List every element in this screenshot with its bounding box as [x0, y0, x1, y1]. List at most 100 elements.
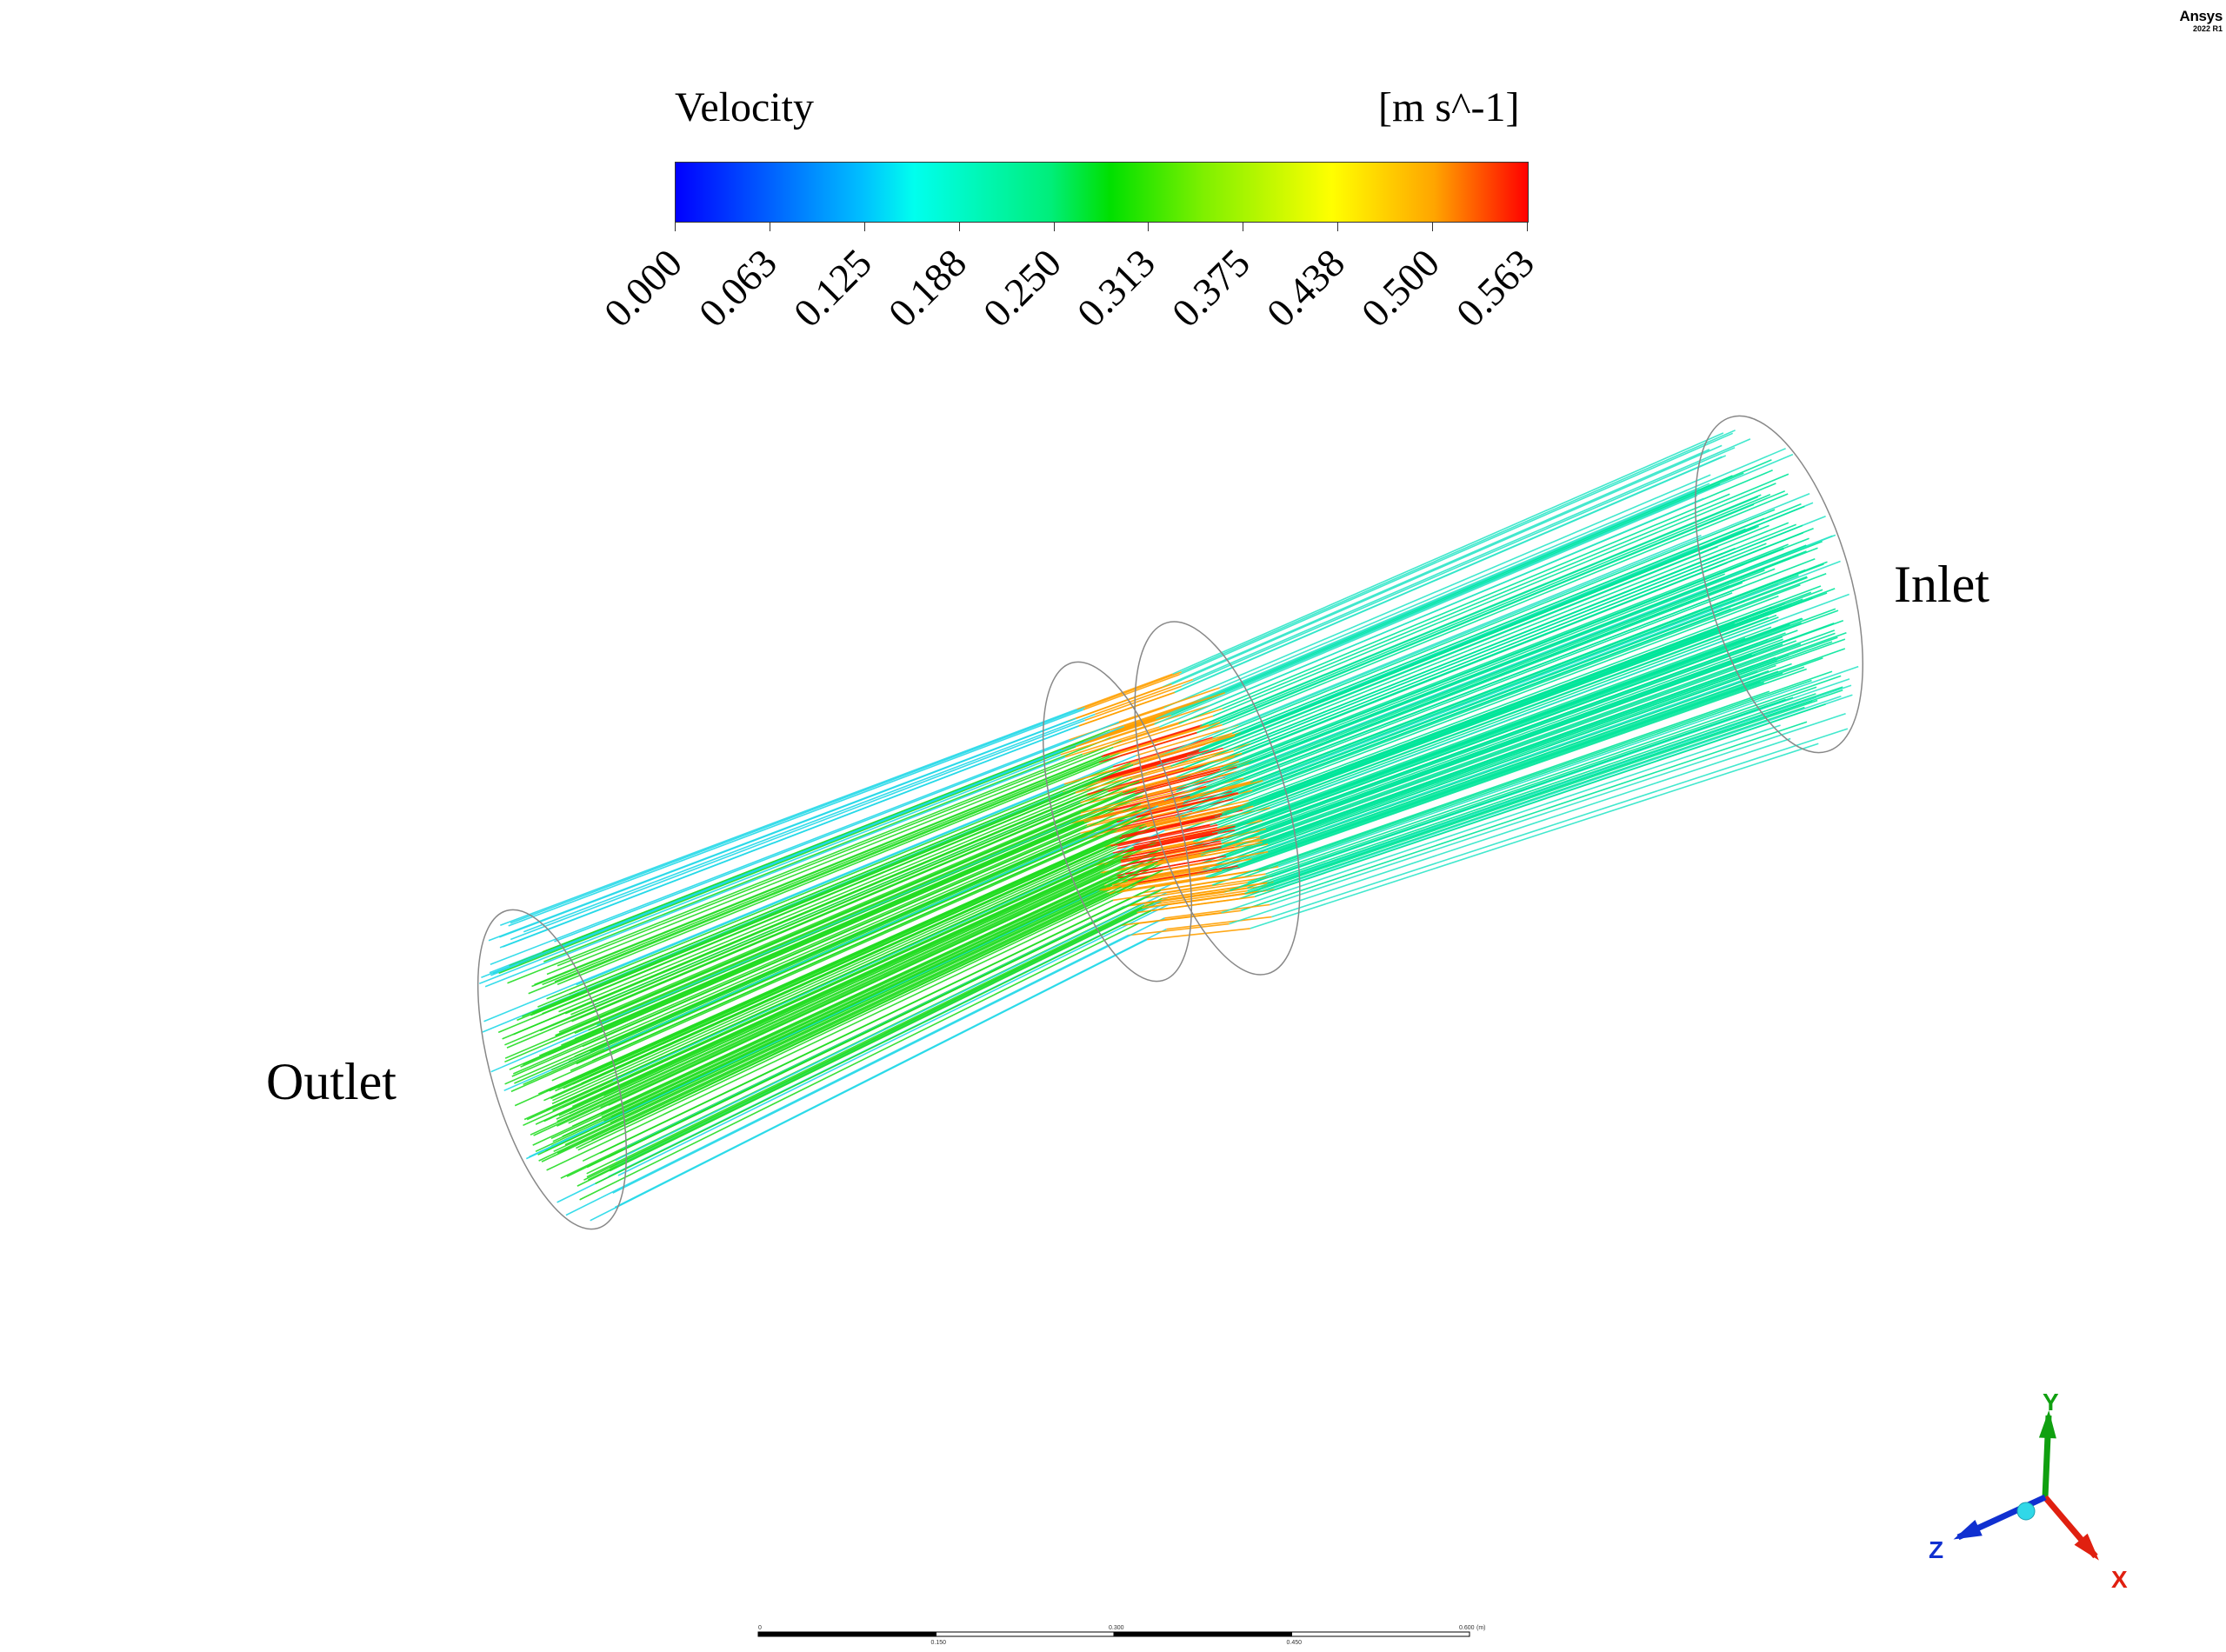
- streamline-throat-segment: [1110, 824, 1210, 847]
- streamline-outlet-segment: [533, 872, 1103, 1136]
- streamline-inlet-segment: [1210, 616, 1769, 826]
- streamline-outlet-segment: [558, 856, 1123, 1116]
- streamline-throat-segment: [1139, 752, 1243, 783]
- streamline-throat-segment: [1116, 863, 1217, 883]
- streamline-inlet-segment: [1163, 483, 1710, 716]
- streamline-outlet-segment: [542, 755, 1110, 986]
- streamline-outlet-segment: [574, 792, 1136, 1035]
- streamline-inlet-segment: [1250, 563, 1824, 783]
- streamline-throat-segment: [1100, 750, 1199, 781]
- streamline-throat-segment: [1111, 868, 1212, 886]
- streamline-outlet-segment: [554, 721, 1120, 943]
- streamline-outlet-segment: [582, 803, 1142, 1048]
- streamline-throat-segment: [1076, 673, 1173, 710]
- streamline-inlet-segment: [1222, 473, 1789, 709]
- streamline-outlet-segment: [600, 856, 1156, 1116]
- streamline-throat-segment: [1131, 798, 1234, 823]
- streamline-outlet-segment: [484, 756, 1066, 988]
- streamline-throat-segment: [1143, 889, 1248, 907]
- streamline-throat-segment: [1157, 842, 1263, 863]
- streamline-outlet-segment: [580, 780, 1140, 1019]
- streamline-inlet-segment: [1216, 656, 1776, 859]
- streamline-outlet-segment: [571, 849, 1134, 1108]
- ansys-logo: Ansys 2022 R1: [2179, 9, 2223, 33]
- streamline-throat-segment: [1121, 846, 1222, 867]
- streamline-inlet-segment: [1204, 675, 1761, 873]
- streamline-outlet-segment: [556, 740, 1123, 967]
- streamline-outlet-segment: [512, 824, 1088, 1075]
- streamline-inlet-segment: [1178, 493, 1730, 725]
- streamline-inlet-segment: [1211, 690, 1770, 886]
- scale-label-mid: 0.300: [1109, 1625, 1124, 1631]
- streamline-outlet-segment: [612, 917, 1165, 1194]
- streamline-outlet-segment: [608, 849, 1162, 1106]
- scale-bar-segment: [1113, 1631, 1292, 1637]
- streamline-outlet-segment: [538, 892, 1108, 1162]
- streamline-inlet-segment: [1206, 569, 1765, 788]
- streamline-throat-segment: [1119, 722, 1221, 755]
- streamline-throat-segment: [1136, 761, 1240, 789]
- streamline-inlet-segment: [1238, 706, 1805, 900]
- triad-origin-sphere: [2016, 1502, 2036, 1521]
- streamline-inlet-segment: [1258, 670, 1833, 871]
- streamline-outlet-segment: [541, 893, 1110, 1162]
- streamline-inlet-segment: [1159, 497, 1704, 728]
- streamline-inlet-segment: [1176, 573, 1725, 789]
- streamline-outlet-segment: [596, 786, 1153, 1026]
- streamline-outlet-segment: [590, 938, 1148, 1222]
- streamline-inlet-segment: [1250, 743, 1819, 929]
- streamline-outlet-segment: [550, 821, 1117, 1071]
- streamline-outlet-segment: [576, 816, 1137, 1065]
- streamline-throat-segment: [1136, 724, 1239, 756]
- scale-label-end: 0.600: [1459, 1625, 1475, 1631]
- streamline-inlet-segment: [1224, 453, 1794, 694]
- streamline-inlet-segment: [1244, 700, 1813, 895]
- streamline-inlet-segment: [1265, 619, 1844, 830]
- streamline-throat-segment: [1121, 813, 1223, 837]
- streamline-outlet-segment: [497, 792, 1076, 1034]
- streamline-inlet-segment: [1222, 493, 1789, 726]
- streamline-inlet-segment: [1262, 610, 1839, 822]
- streamline-throat-segment: [1117, 824, 1218, 847]
- streamline-throat-segment: [1164, 903, 1270, 919]
- streamline-throat-segment: [1099, 873, 1197, 891]
- streamline-inlet-segment: [1208, 682, 1764, 879]
- streamline-outlet-segment: [570, 778, 1133, 1016]
- streamline-throat-segment: [1078, 691, 1176, 727]
- streamline-throat-segment: [1121, 708, 1223, 742]
- streamline-throat-segment: [1136, 792, 1239, 818]
- streamline-outlet-segment: [595, 909, 1152, 1185]
- axis-triad: Y X Z: [1929, 1389, 2128, 1593]
- streamline-outlet-segment: [537, 887, 1107, 1156]
- streamline-inlet-segment: [1231, 503, 1802, 735]
- streamline-throat-segment: [1144, 882, 1248, 899]
- streamline-throat-segment: [1113, 715, 1214, 749]
- streamline-inlet-segment: [1163, 588, 1709, 802]
- streamline-inlet-segment: [1263, 560, 1841, 782]
- streamline-inlet-segment: [1241, 591, 1812, 807]
- streamline-inlet-segment: [1163, 485, 1711, 718]
- streamline-inlet-segment: [1247, 686, 1817, 883]
- streamline-inlet-segment: [1190, 582, 1743, 797]
- colorbar-tick-mark: [1148, 223, 1150, 231]
- streamline-inlet-segment: [1231, 629, 1798, 837]
- streamline-outlet-segment: [530, 871, 1101, 1136]
- streamline-throat-segment: [1119, 816, 1221, 839]
- streamline-throat-segment: [1122, 747, 1223, 777]
- streamline-outlet-segment: [504, 812, 1082, 1059]
- streamline-inlet-segment: [1233, 584, 1801, 800]
- streamline-inlet-segment: [1216, 595, 1779, 809]
- streamline-throat-segment: [1115, 816, 1216, 840]
- streamline-inlet-segment: [1253, 592, 1828, 808]
- streamline-inlet-segment: [1212, 483, 1776, 717]
- streamline-outlet-segment: [507, 753, 1083, 984]
- colorbar-tick-mark: [863, 223, 865, 231]
- streamline-inlet-segment: [1223, 522, 1789, 749]
- streamline-throat-segment: [1161, 828, 1267, 850]
- streamline-outlet-segment: [576, 911, 1137, 1187]
- streamline-inlet-segment: [1248, 585, 1822, 802]
- streamline-outlet-segment: [543, 845, 1111, 1102]
- streamline-throat-segment: [1120, 840, 1222, 862]
- streamline-inlet-segment: [1247, 693, 1816, 889]
- streamline-inlet-segment: [1245, 547, 1818, 770]
